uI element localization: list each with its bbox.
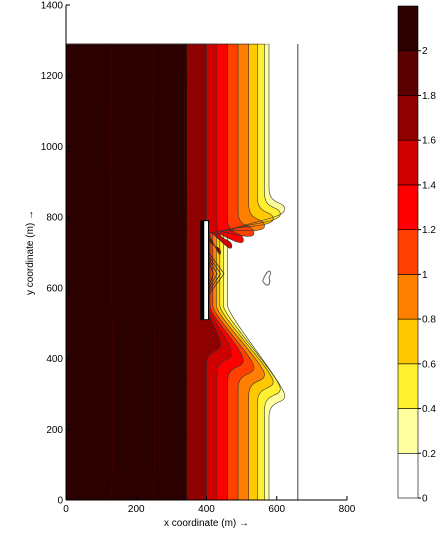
colorbar-tick-label: 1.2 [422,225,436,236]
colorbar-block [397,184,419,230]
colorbar-blocks [397,5,419,499]
colorbar-tick-label: 0.2 [422,449,436,460]
colorbar-tick-label: 0.4 [422,404,436,415]
colorbar-block [397,95,419,141]
contour-line-6 [66,43,244,501]
plot-area [66,43,299,501]
y-tick-label: 0 [57,496,63,507]
x-axis-label: x coordinate (m) → [164,518,249,529]
dark-isoline [110,43,113,501]
colorbar-tick-label: 0.8 [422,315,436,326]
contour-line-4 [66,43,265,501]
contour-line-1 [66,43,286,501]
colorbar-block [397,50,419,96]
wake-contour [208,257,218,290]
y-tick-label: 400 [46,354,63,365]
colorbar-block [397,452,419,499]
colorbar-block [397,363,419,409]
y-axis-label: y coordinate (m) → [25,210,36,295]
x-tick-label: 600 [268,504,285,515]
colorbar-block [397,5,419,52]
axes: 0 200 400 600 800 0200400600800100012001400 … [25,1,356,530]
y-ticks: 0 200 400 600 800 1000 1200 1400 [41,1,70,507]
eddy-contour [262,270,272,286]
colorbar-tick-label: 0 [422,494,428,505]
contour-line-9 [66,43,188,501]
x-tick-label: 200 [128,504,145,515]
x-tick-label: 400 [198,504,215,515]
dark-isoline [152,43,155,501]
colorbar-tick-label: 2 [422,46,428,57]
wake-contour [208,260,214,287]
wake-contour [208,252,225,296]
x-ticks: 0 200 400 600 800 [63,496,356,515]
colorbar-tick-label: 1.4 [422,180,436,191]
colorbar-block [397,139,419,186]
dark-isoline [184,43,187,501]
y-tick-label: 600 [46,283,63,294]
contour-line-3 [66,43,274,501]
obstacle-contours [200,220,225,320]
colorbar-block [397,229,419,275]
colorbar-block [397,408,419,454]
colorbar-ticks: 0 0.2 0.4 0.6 0.8 1 1.2 1.4 1.6 1.8 2 [418,46,436,505]
contour-fills [66,43,298,501]
colorbar-block [397,318,419,365]
contour-line-2 [66,43,281,501]
colorbar: 0 0.2 0.4 0.6 0.8 1 1.2 1.4 1.6 1.8 2 [397,5,436,505]
y-tick-label: 1400 [41,1,64,12]
y-tick-label: 200 [46,425,63,436]
colorbar-tick-label: 1.8 [422,91,436,102]
x-tick-label: 800 [339,504,356,515]
obstacle-edge [200,220,205,320]
wake-contour [208,255,221,293]
y-tick-label: 800 [46,213,63,224]
colorbar-tick-label: 1 [422,270,428,281]
x-tick-label: 0 [63,504,69,515]
colorbar-tick-label: 0.6 [422,359,436,370]
contour-band-10 [66,43,188,501]
y-tick-label: 1200 [41,71,64,82]
y-tick-label: 1000 [41,142,64,153]
colorbar-block [397,274,419,320]
colorbar-tick-label: 1.6 [422,136,436,147]
contour-line-5 [66,43,255,501]
